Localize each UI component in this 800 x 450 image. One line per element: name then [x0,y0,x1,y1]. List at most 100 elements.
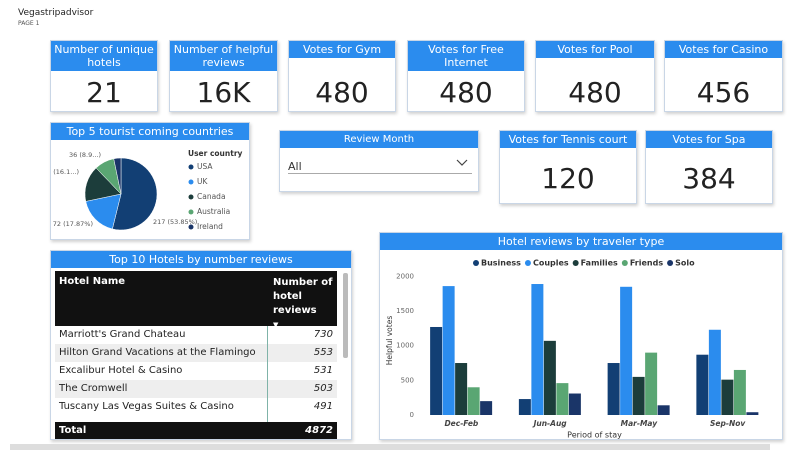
bar [632,376,645,415]
horizontal-scrollbar [10,444,770,450]
bar [733,369,746,415]
bar-chart: Business Couples Families Friends Solo 0 500 10… [385,259,759,440]
hotel-name: Excalibur Hotel & Casino [59,365,183,376]
kpi-label: Votes for Casino [665,41,782,58]
sort-icon: ▼ [273,321,279,329]
kpi-card: Votes for Pool 480 [535,40,655,112]
table-row: Hilton Grand Vacations at the Flamingo 55… [55,344,337,362]
bar [620,286,633,415]
legend-label: Australia [197,207,230,216]
slicer-dropdown[interactable]: All [288,155,472,174]
kpi-label: Votes for Free Internet [408,41,524,71]
table-row: Marriott's Grand Chateau 730 [55,326,337,344]
pie-slice [112,157,158,231]
kpi-value: 16K [196,76,251,109]
data-label: 65 (16.1...) [51,168,79,176]
review-count: 531 [313,365,333,376]
slicer-title: Review Month [280,131,478,148]
x-tick-label: Jun-Aug [532,419,568,428]
legend-swatch [473,260,479,266]
legend-swatch [188,164,194,170]
pie-slice [113,157,122,195]
bar [696,354,709,415]
kpi-value: 480 [315,76,369,109]
slicer-value: All [288,160,302,173]
bar [607,363,620,415]
legend-label: Business [481,259,521,268]
kpi-value: 480 [568,76,622,109]
bar [543,340,556,415]
kpi-card: Votes for Casino 456 [664,40,783,112]
bar [480,401,493,415]
legend-label: Friends [630,259,663,268]
review-count: 491 [313,401,333,412]
table-header: Hotel Name Number of hotel reviews ▼ [55,271,337,329]
bar [430,326,443,415]
y-tick-label: 500 [401,376,414,384]
hotel-name: Hilton Grand Vacations at the Flamingo [59,347,256,358]
legend-swatch [188,194,194,200]
x-tick-label: Mar-May [621,419,659,428]
slicer: Review Month All [279,130,479,192]
hotel-name: Marriott's Grand Chateau [59,329,186,340]
report-title: Vegastripadvisor [18,8,94,18]
y-axis-label: Helpful votes [385,316,394,366]
kpi-label: Number of helpful reviews [170,41,277,71]
bar [556,383,569,415]
x-tick-label: Sep-Nov [710,419,746,428]
legend-swatch [667,260,674,266]
kpi-label: Votes for Gym [289,41,395,58]
x-axis-label: Period of stay [567,431,622,440]
legend-swatch [524,260,531,266]
kpi-label: Votes for Spa [646,131,772,148]
legend-label: Solo [675,259,695,268]
kpi-card: Number of unique hotels 21 [50,40,158,112]
data-label: 217 (53.85%) [153,218,197,226]
chevron [456,159,468,166]
kpi-card: Number of helpful reviews 16K [169,40,278,112]
legend-label: Families [581,259,618,268]
column-header: Hotel Name [59,276,126,287]
column-header-text: Number of hotel reviews [273,277,333,316]
y-tick-label: 1000 [396,342,414,350]
table-title: Top 10 Hotels by number reviews [51,251,351,268]
bar [657,405,670,415]
table-row: Excalibur Hotel & Casino 531 [55,362,337,380]
bar [531,284,544,415]
data-label: 72 (17.87%) [53,220,93,228]
pie-slice [85,193,122,230]
y-tick-label: 0 [410,411,414,419]
kpi-value: 21 [86,76,122,109]
legend-swatch [188,209,194,215]
table-row: Tuscany Las Vegas Suites & Casino 491 [55,398,337,416]
review-count: 730 [313,329,333,340]
legend-swatch [188,224,194,230]
legend-label: UK [197,177,208,186]
y-tick-label: 1500 [396,307,414,315]
bar-panel: Hotel reviews by traveler type Business C… [379,232,783,440]
kpi-value: 384 [682,162,736,195]
bar [518,399,531,415]
bar [746,412,759,415]
bar [455,363,468,415]
legend-label: Canada [197,192,226,201]
bar [467,387,480,415]
bar-title: Hotel reviews by traveler type [380,233,782,250]
kpi-card: Votes for Tennis court 120 [499,130,637,204]
bar [708,329,721,415]
kpi-label: Number of unique hotels [51,41,157,71]
kpi-label: Votes for Tennis court [500,131,636,148]
legend-title: User country [188,149,243,158]
scrollbar [343,273,348,358]
kpi-card: Votes for Free Internet 480 [407,40,525,112]
legend-label: USA [197,162,213,171]
hotel-name: Tuscany Las Vegas Suites & Casino [59,401,234,412]
column-header: Number of hotel reviews ▼ [273,276,333,332]
pie-chart: 217 (53.85%) 72 (17.87%) 65 (16.1...) 36 (8… [51,149,243,231]
column-divider [267,326,268,439]
y-tick-label: 2000 [396,272,414,280]
page-label: PAGE 1 [18,20,40,27]
table-total: Total 4872 [55,422,337,439]
legend-swatch [621,260,628,266]
